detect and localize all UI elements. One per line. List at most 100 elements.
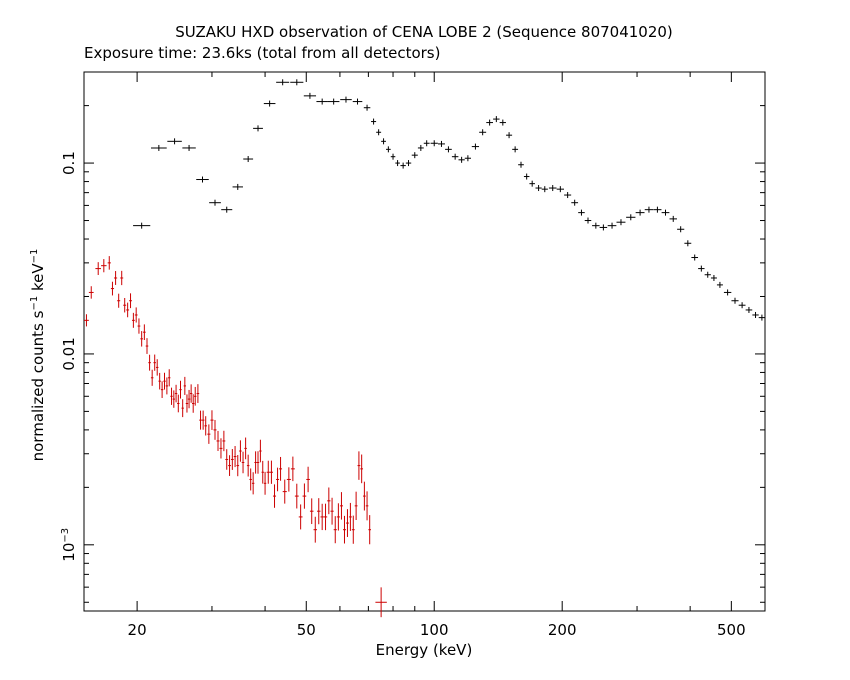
data-point: [316, 98, 328, 105]
data-point: [363, 481, 366, 511]
data-point: [499, 119, 506, 126]
data-point: [244, 437, 247, 460]
x-tick-label: 20: [128, 621, 147, 639]
data-point: [592, 222, 600, 229]
data-point: [669, 215, 677, 222]
data-point: [179, 380, 182, 399]
data-point: [375, 587, 387, 618]
series-1: [133, 79, 766, 321]
x-tick-label: 200: [548, 621, 577, 639]
data-point: [360, 454, 364, 484]
data-point: [336, 503, 340, 531]
plot-frame: [83, 71, 766, 612]
data-point: [376, 129, 382, 136]
data-point: [225, 449, 229, 470]
data-point: [239, 440, 242, 462]
data-point: [204, 416, 207, 436]
data-point: [745, 306, 753, 313]
data-point: [556, 186, 564, 193]
data-point: [752, 311, 759, 318]
data-point: [185, 394, 189, 413]
data-point: [134, 307, 138, 323]
data-point: [723, 289, 732, 296]
y-axis-label-main: normalized counts s: [29, 310, 47, 461]
data-point: [246, 454, 250, 477]
data-point: [137, 318, 141, 334]
data-point: [327, 487, 331, 515]
data-point: [236, 454, 240, 477]
data-point: [243, 156, 254, 163]
data-point: [210, 410, 214, 430]
axis-ticks: [84, 72, 766, 611]
data-point: [126, 302, 130, 318]
data-point: [241, 451, 245, 474]
y-tick-label: 0.1: [60, 151, 78, 175]
data-point: [323, 503, 328, 531]
data-point: [163, 372, 166, 390]
data-point: [174, 384, 178, 403]
data-point: [523, 173, 530, 180]
data-point: [145, 338, 149, 354]
data-point: [303, 92, 317, 99]
data-point: [140, 331, 144, 347]
data-point: [677, 226, 685, 233]
data-point: [486, 119, 493, 126]
data-point: [342, 515, 346, 544]
x-tick-label: 500: [717, 621, 746, 639]
data-point: [168, 369, 171, 387]
data-point: [194, 386, 197, 406]
data-point: [207, 424, 211, 444]
data-point: [518, 161, 524, 168]
data-point: [263, 471, 267, 495]
data-point: [209, 199, 221, 206]
y-axis-label-mid: keV: [29, 263, 47, 296]
data-point: [263, 100, 276, 107]
data-point: [471, 143, 480, 150]
series-2: [84, 256, 387, 618]
data-point: [256, 451, 260, 474]
data-point: [704, 271, 711, 278]
data-point: [710, 274, 717, 281]
data-point: [684, 240, 692, 247]
data-point: [251, 472, 255, 495]
data-point: [181, 399, 184, 418]
data-point: [133, 222, 151, 229]
data-point: [153, 354, 156, 371]
data-point: [150, 144, 167, 151]
data-point: [464, 155, 472, 162]
data-point: [228, 455, 231, 476]
data-point: [738, 302, 746, 309]
data-point: [607, 222, 617, 229]
data-point: [430, 140, 438, 147]
data-point: [117, 293, 121, 308]
data-point: [107, 256, 111, 270]
chart-title: SUZAKU HXD observation of CENA LOBE 2 (S…: [175, 23, 673, 41]
data-point: [445, 146, 452, 153]
data-point: [170, 387, 173, 405]
data-point: [148, 354, 151, 371]
data-point: [276, 467, 280, 492]
data-point: [306, 466, 310, 493]
x-tick-label: 50: [297, 621, 316, 639]
data-point: [221, 206, 233, 213]
data-point: [309, 498, 314, 525]
data-point: [120, 270, 124, 286]
data-point: [272, 484, 277, 508]
data-point: [313, 516, 318, 543]
data-point: [129, 293, 132, 309]
data-point: [626, 214, 636, 221]
data-point: [189, 384, 193, 403]
data-point: [548, 185, 557, 192]
data-point: [458, 156, 465, 163]
data-point: [512, 146, 519, 153]
data-point: [340, 96, 352, 103]
data-point: [201, 410, 205, 430]
data-point: [330, 497, 334, 525]
data-point: [327, 98, 340, 105]
data-point: [279, 456, 283, 481]
data-point: [317, 498, 321, 525]
data-point: [479, 129, 487, 136]
data-point: [114, 271, 118, 285]
data-series: [84, 79, 766, 618]
data-point: [451, 153, 459, 160]
